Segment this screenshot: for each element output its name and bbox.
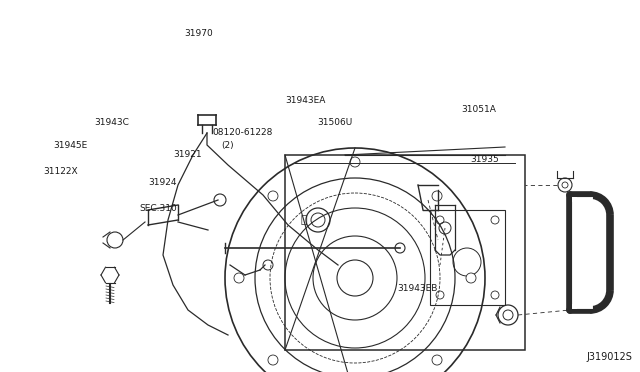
Circle shape — [432, 355, 442, 365]
Text: 31943C: 31943C — [95, 118, 129, 127]
Text: Ⓑ: Ⓑ — [301, 215, 307, 225]
Text: (2): (2) — [221, 141, 234, 150]
Text: 31945E: 31945E — [53, 141, 88, 150]
Text: 31921: 31921 — [173, 150, 202, 159]
Circle shape — [466, 273, 476, 283]
Text: 31943EB: 31943EB — [397, 284, 437, 293]
Circle shape — [268, 191, 278, 201]
Text: 31935: 31935 — [470, 155, 499, 164]
Circle shape — [350, 157, 360, 167]
Bar — [430, 210, 505, 305]
Text: J319012S: J319012S — [586, 352, 632, 362]
Text: 31506U: 31506U — [317, 118, 352, 127]
Text: 31970: 31970 — [184, 29, 212, 38]
Text: 31051A: 31051A — [461, 105, 495, 114]
Text: 31924: 31924 — [148, 178, 177, 187]
Text: 08120-61228: 08120-61228 — [212, 128, 273, 137]
Text: 31943EA: 31943EA — [285, 96, 325, 105]
Text: SEC.310: SEC.310 — [140, 204, 177, 213]
Circle shape — [268, 355, 278, 365]
Text: 31122X: 31122X — [44, 167, 78, 176]
Circle shape — [234, 273, 244, 283]
Circle shape — [432, 191, 442, 201]
Bar — [285, 155, 525, 350]
